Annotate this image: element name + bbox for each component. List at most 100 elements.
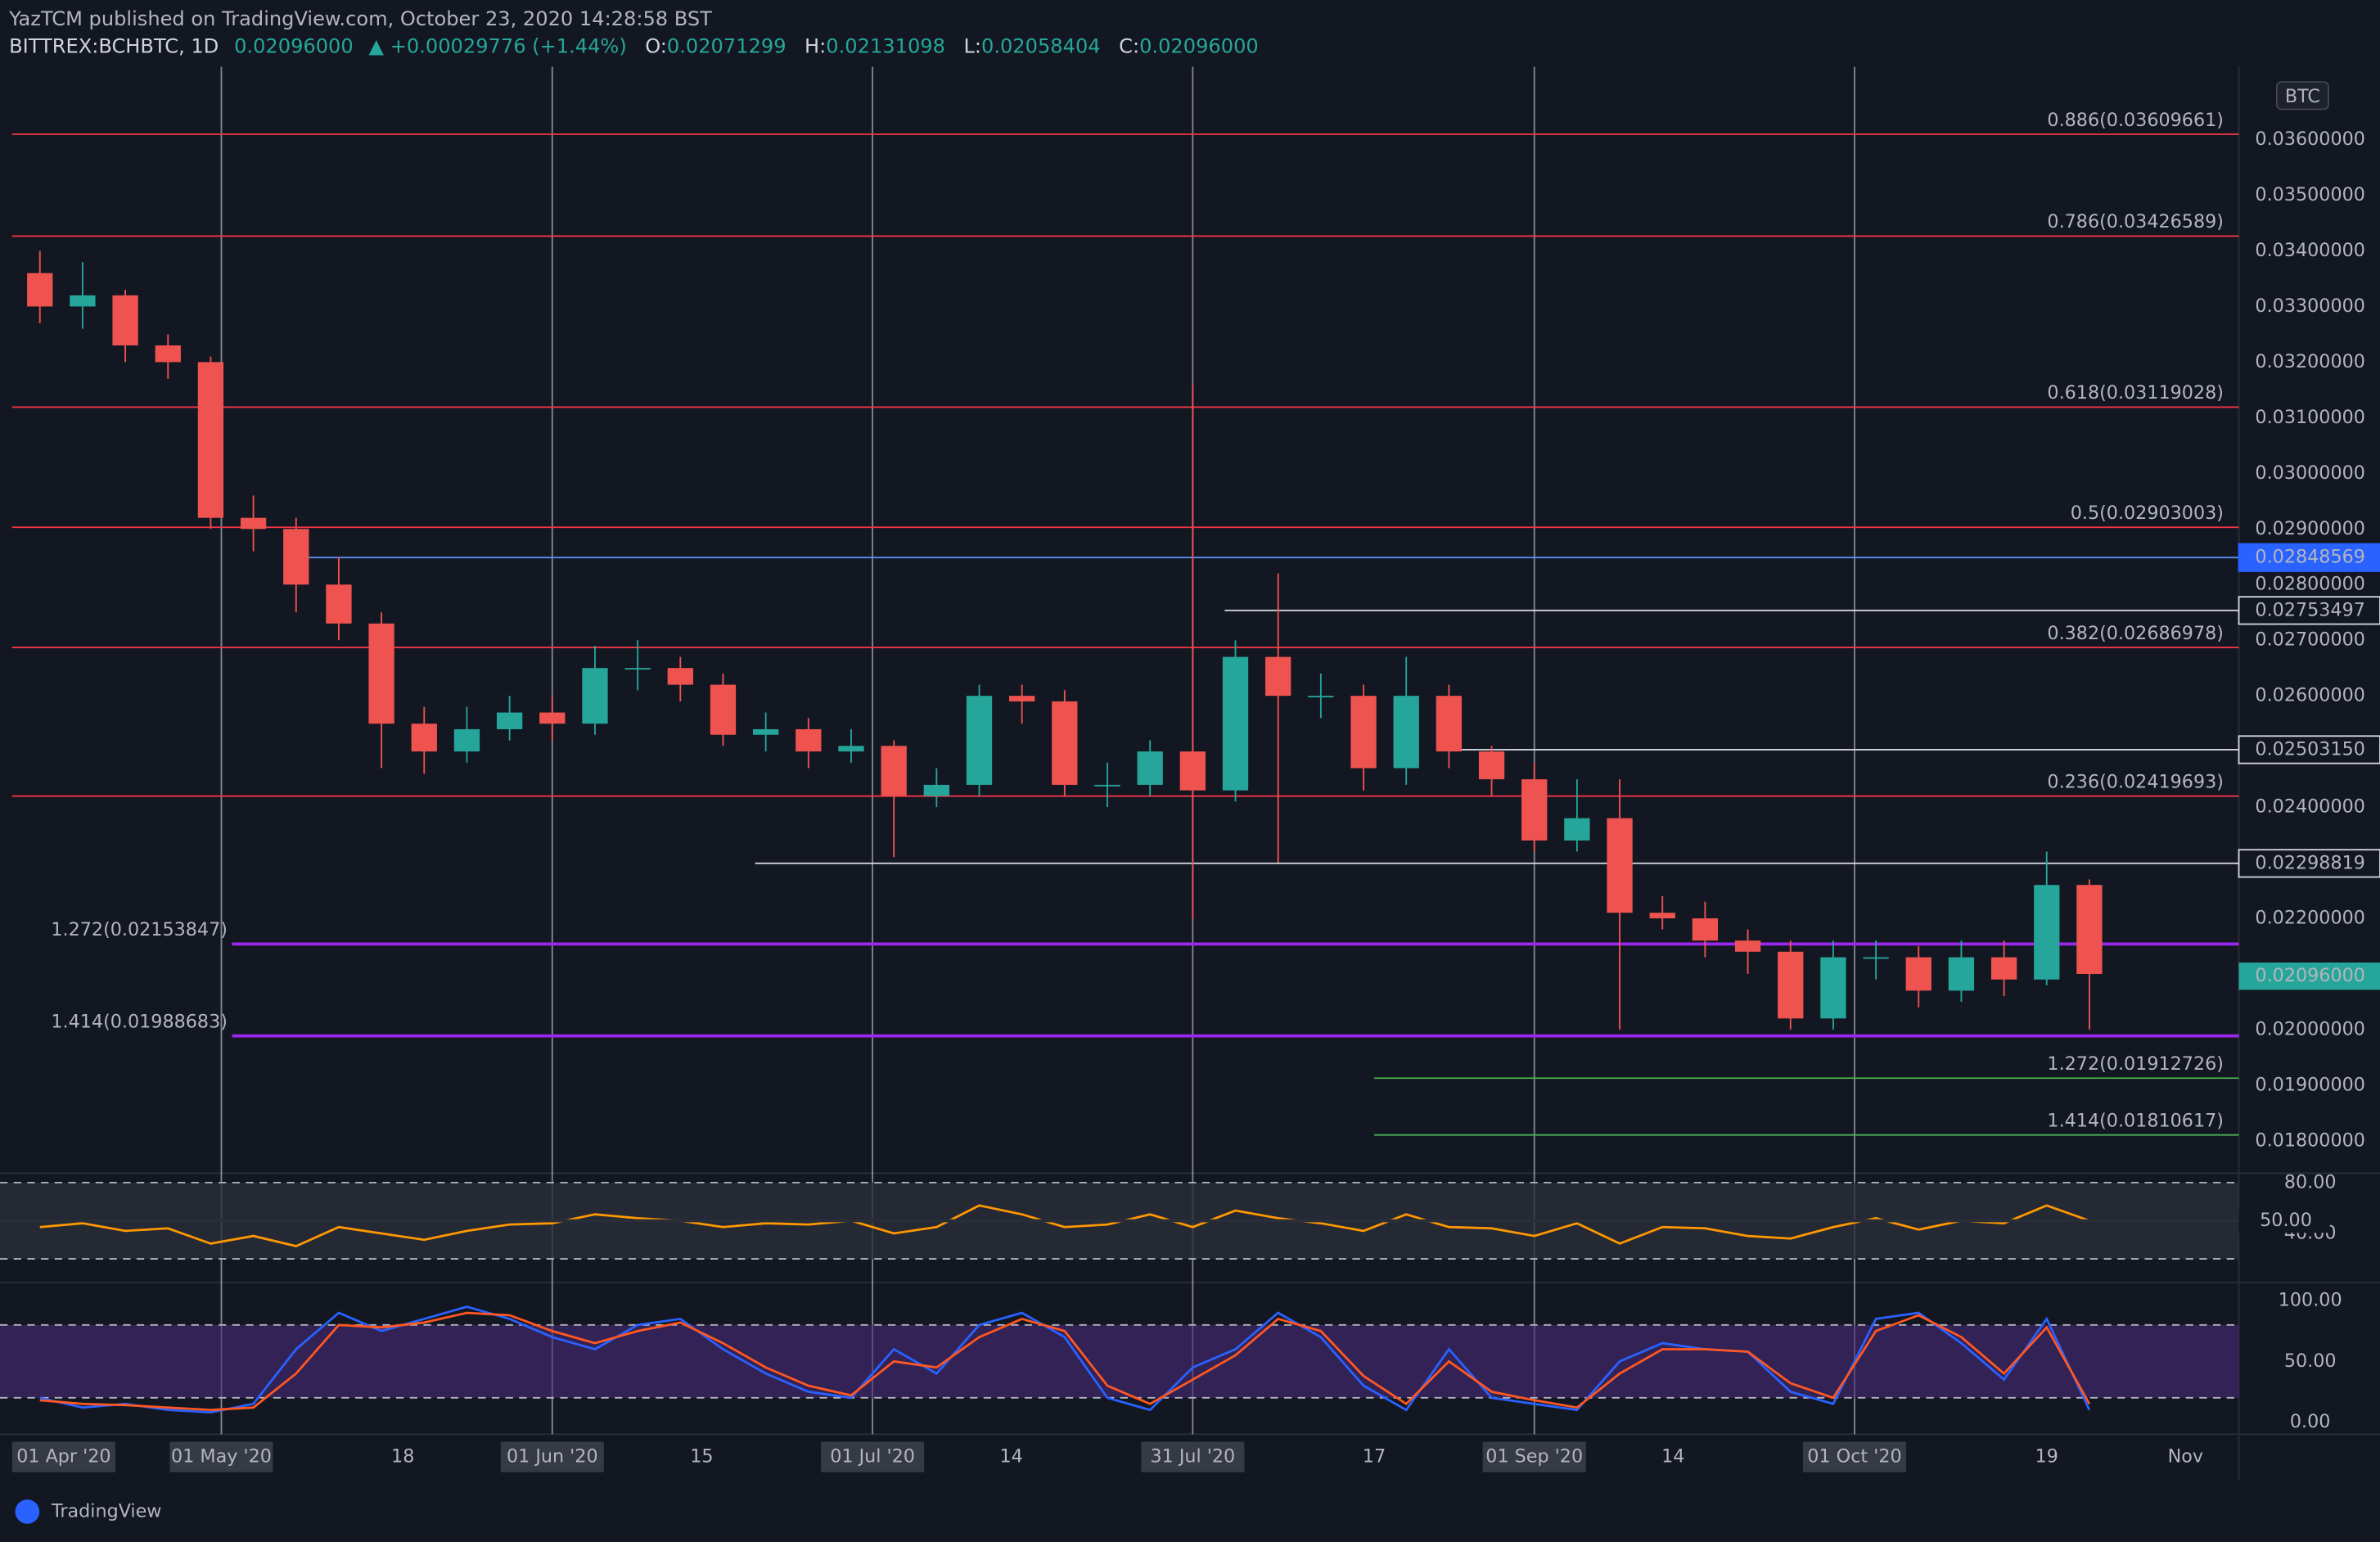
price-tag-box xyxy=(2238,596,2380,625)
brand-logo[interactable]: TradingView xyxy=(15,1499,162,1524)
price-tag: 0.02753497 xyxy=(2255,599,2364,620)
y-tick-label: 50.00 xyxy=(2284,1350,2337,1372)
candle-body xyxy=(1778,951,1804,1019)
candle-body xyxy=(1009,696,1035,701)
level-label: 0.236(0.02419693) xyxy=(2047,772,2224,793)
candle-body xyxy=(752,728,779,735)
level-label: 1.414(0.01988683) xyxy=(51,1011,228,1032)
x-tick-box xyxy=(1802,1441,1907,1472)
candle-body xyxy=(1137,751,1163,785)
last-label: 50.00 xyxy=(2260,1210,2312,1231)
x-tick-label: 31 Jul '20 xyxy=(1150,1446,1235,1468)
y-tick-label: 100.00 xyxy=(2279,1290,2342,1311)
price-tag: 0.02848569 xyxy=(2255,547,2364,568)
price-tag-box xyxy=(2238,543,2380,572)
candle-body xyxy=(2076,885,2103,974)
candle-body xyxy=(624,668,651,670)
candle-body xyxy=(1863,957,1889,959)
y-tick-label: 0.02200000 xyxy=(2255,908,2364,929)
level-label: 1.272(0.01912726) xyxy=(2047,1053,2224,1075)
x-tick-label: 19 xyxy=(2035,1446,2058,1468)
candle-body xyxy=(1521,779,1548,841)
candle-body xyxy=(1820,957,1846,1019)
c: 0.02096000 xyxy=(1139,34,1259,57)
currency: BTC xyxy=(2285,86,2320,107)
candle-body xyxy=(796,728,822,752)
candle-body xyxy=(710,684,737,735)
level-label: 0.5(0.02903003) xyxy=(2071,503,2224,524)
last-price-tag: 0.02096000 xyxy=(2255,965,2364,986)
l-label: L: xyxy=(963,34,981,57)
candle-body xyxy=(2034,885,2060,980)
y-tick-label: 0.03300000 xyxy=(2255,295,2364,317)
level-label: 0.786(0.03426589) xyxy=(2047,211,2224,232)
candle-body xyxy=(923,784,949,796)
candle-body xyxy=(1478,751,1505,780)
candle-body xyxy=(283,529,309,585)
x-tick-label: 18 xyxy=(391,1446,414,1468)
price-tag: 0.02503150 xyxy=(2255,738,2364,760)
candle-body xyxy=(1649,913,1675,919)
last-box xyxy=(2238,1208,2330,1233)
h-label: H: xyxy=(805,34,826,57)
candle-body xyxy=(1436,696,1463,752)
y-tick-label: 0.02700000 xyxy=(2255,629,2364,651)
y-tick-label: 0.03600000 xyxy=(2255,128,2364,150)
symbol-line: BITTREX:BCHBTC, 1D 0.02096000 ▲ +0.00029… xyxy=(9,34,1259,57)
x-tick-box xyxy=(821,1441,925,1472)
candle-body xyxy=(1990,957,2017,980)
candle-body xyxy=(582,668,608,724)
candle-body xyxy=(881,746,907,796)
x-tick-label: 01 Jul '20 xyxy=(830,1446,915,1468)
candle-body xyxy=(240,517,267,530)
y-tick-label: 0.02600000 xyxy=(2255,685,2364,706)
candle-body xyxy=(1393,696,1419,769)
level-label: 0.382(0.02686978) xyxy=(2047,623,2224,644)
y-tick-label: 0.03500000 xyxy=(2255,184,2364,205)
rsi-line xyxy=(39,1204,2090,1247)
x-tick-label: 17 xyxy=(1363,1446,1386,1468)
candle-body xyxy=(368,623,394,724)
publisher: YazTCM published on TradingView.com, Oct… xyxy=(8,7,712,30)
level-label: 0.618(0.03119028) xyxy=(2047,382,2224,404)
last: 0.02096000 xyxy=(234,34,354,57)
c-label: C: xyxy=(1119,34,1139,57)
change: ▲ +0.00029776 (+1.44%) xyxy=(369,34,627,57)
x-tick-label: 01 Oct '20 xyxy=(1807,1446,1901,1468)
stoch-rsi-line xyxy=(39,1311,2091,1412)
y-tick-label: 0.03400000 xyxy=(2255,240,2364,261)
band xyxy=(0,1324,2239,1398)
y-tick-label: 0.00 xyxy=(2290,1411,2331,1432)
candle-body xyxy=(1350,696,1377,769)
y-tick-label: 0.03200000 xyxy=(2255,351,2364,372)
x-tick-label: 15 xyxy=(690,1446,713,1468)
candle-body xyxy=(496,712,523,729)
price-tag-box xyxy=(2238,849,2380,878)
level-label: 1.414(0.01810617) xyxy=(2047,1110,2224,1131)
l: 0.02058404 xyxy=(981,34,1101,57)
logo-mark xyxy=(15,1499,40,1524)
candle-body xyxy=(1734,940,1761,952)
y-tick-label: 0.02900000 xyxy=(2255,518,2364,539)
candle-body xyxy=(411,724,437,752)
candle-body xyxy=(197,362,224,518)
candle-body xyxy=(1179,751,1206,791)
candle-body xyxy=(966,696,993,785)
y-tick-label: 0.01800000 xyxy=(2255,1129,2364,1151)
x-tick-label: 01 Sep '20 xyxy=(1485,1446,1583,1468)
candle-body xyxy=(1222,656,1249,791)
x-tick-label: 01 Jun '20 xyxy=(507,1446,598,1468)
candle-body xyxy=(1094,784,1120,787)
o-label: O: xyxy=(645,34,667,57)
candle-body xyxy=(1948,957,1975,991)
candle-body xyxy=(1564,818,1590,841)
x-tick-box xyxy=(169,1441,273,1472)
x-tick-label: 01 May '20 xyxy=(171,1446,272,1468)
candle-body xyxy=(453,728,480,752)
currency-box xyxy=(2275,81,2329,110)
candle-body xyxy=(838,746,864,752)
candle-body xyxy=(1265,656,1291,697)
candle-body xyxy=(1052,701,1078,785)
level-label: 1.272(0.02153847) xyxy=(51,919,228,940)
x-tick-box xyxy=(1141,1441,1245,1472)
